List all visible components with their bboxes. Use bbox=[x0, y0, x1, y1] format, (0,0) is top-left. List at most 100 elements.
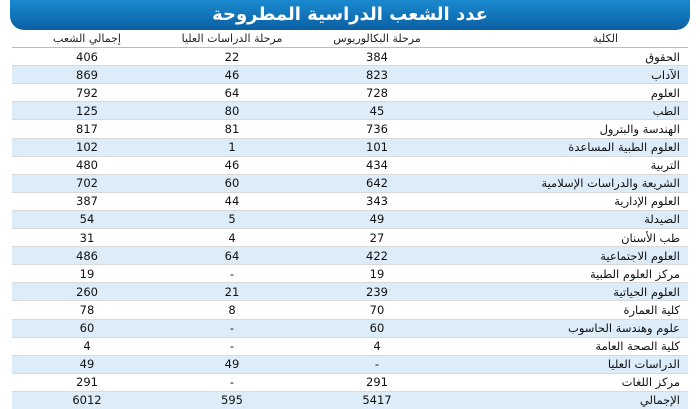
graduate-cell: 21 bbox=[162, 283, 302, 301]
total-cell: 31 bbox=[12, 229, 162, 247]
total-cell: 486 bbox=[12, 247, 162, 265]
total-cell: 6012 bbox=[12, 391, 162, 409]
graduate-cell: - bbox=[162, 319, 302, 337]
graduate-cell: - bbox=[162, 265, 302, 283]
graduate-cell: 44 bbox=[162, 192, 302, 210]
college-cell: العلوم الإدارية bbox=[452, 192, 688, 210]
bachelor-cell: 434 bbox=[302, 156, 452, 174]
total-cell: 869 bbox=[12, 66, 162, 84]
table-row: الدراسات العليا -49 49 bbox=[12, 355, 688, 373]
table-body: الحقوق 384 22 406 الآداب 823 46 869 العلوم 728 64 7… bbox=[12, 48, 688, 409]
bachelor-cell: 384 bbox=[302, 48, 452, 66]
bachelor-cell: 27 bbox=[302, 229, 452, 247]
header-row: الكلية مرحلة البكالوريوس مرحلة الدراسات … bbox=[12, 30, 688, 48]
total-cell: 54 bbox=[12, 210, 162, 228]
total-cell: 60 bbox=[12, 319, 162, 337]
total-cell: 480 bbox=[12, 156, 162, 174]
college-cell: كلية الصحة العامة bbox=[452, 337, 688, 355]
bachelor-cell: 422 bbox=[302, 247, 452, 265]
table-row: العلوم الحياتية 239 21 260 bbox=[12, 283, 688, 301]
college-cell: الصيدلة bbox=[452, 210, 688, 228]
college-cell: العلوم الحياتية bbox=[452, 283, 688, 301]
bachelor-cell: 823 bbox=[302, 66, 452, 84]
table-row: مركز العلوم الطبية 19-19 bbox=[12, 265, 688, 283]
college-cell: الطب bbox=[452, 102, 688, 120]
total-cell: 792 bbox=[12, 84, 162, 102]
total-cell: 78 bbox=[12, 301, 162, 319]
total-cell: 291 bbox=[12, 373, 162, 391]
bachelor-cell: 49 bbox=[302, 210, 452, 228]
table-row: كلية العمارة 70 8 78 bbox=[12, 301, 688, 319]
table-row: الطب 45 80 125 bbox=[12, 102, 688, 120]
total-cell: 49 bbox=[12, 355, 162, 373]
table-row: الهندسة والبترول 736 81 817 bbox=[12, 120, 688, 138]
bachelor-cell: 291 bbox=[302, 373, 452, 391]
graduate-cell: 81 bbox=[162, 120, 302, 138]
college-cell: كلية العمارة bbox=[452, 301, 688, 319]
total-cell: 406 bbox=[12, 48, 162, 66]
graduate-cell: 46 bbox=[162, 156, 302, 174]
total-cell: 19 bbox=[12, 265, 162, 283]
bachelor-cell: 5417 bbox=[302, 391, 452, 409]
table-row: العلوم 728 64 792 bbox=[12, 84, 688, 102]
college-cell: طب الأسنان bbox=[452, 229, 688, 247]
graduate-cell: 80 bbox=[162, 102, 302, 120]
header-total: إجمالي الشعب bbox=[12, 30, 162, 48]
graduate-cell: 8 bbox=[162, 301, 302, 319]
table-row: الآداب 823 46 869 bbox=[12, 66, 688, 84]
total-cell: 702 bbox=[12, 174, 162, 192]
bachelor-cell: 736 bbox=[302, 120, 452, 138]
bachelor-cell: 239 bbox=[302, 283, 452, 301]
header-graduate: مرحلة الدراسات العليا bbox=[162, 30, 302, 48]
total-cell: 102 bbox=[12, 138, 162, 156]
college-cell: مركز اللغات bbox=[452, 373, 688, 391]
graduate-cell: 64 bbox=[162, 247, 302, 265]
college-cell: العلوم الاجتماعية bbox=[452, 247, 688, 265]
header-college: الكلية bbox=[452, 30, 688, 48]
bachelor-cell: 642 bbox=[302, 174, 452, 192]
college-cell: الإجمالي bbox=[452, 391, 688, 409]
college-cell: مركز العلوم الطبية bbox=[452, 265, 688, 283]
total-cell: 387 bbox=[12, 192, 162, 210]
bachelor-cell: 70 bbox=[302, 301, 452, 319]
sections-table: الكلية مرحلة البكالوريوس مرحلة الدراسات … bbox=[12, 30, 688, 409]
bachelor-cell: 45 bbox=[302, 102, 452, 120]
table-row: مركز اللغات 291-291 bbox=[12, 373, 688, 391]
bachelor-cell: 728 bbox=[302, 84, 452, 102]
table-row: العلوم الإدارية 343 44 387 bbox=[12, 192, 688, 210]
table-row: الشريعة والدراسات الإسلامية 642 60 702 bbox=[12, 174, 688, 192]
college-cell: الدراسات العليا bbox=[452, 355, 688, 373]
college-cell: العلوم الطبية المساعدة bbox=[452, 138, 688, 156]
total-cell: 4 bbox=[12, 337, 162, 355]
table-row: العلوم الاجتماعية 422 64 486 bbox=[12, 247, 688, 265]
infographic: عدد الشعب الدراسية المطروحة الكلية مرحلة… bbox=[0, 0, 700, 400]
college-cell: العلوم bbox=[452, 84, 688, 102]
graduate-cell: 1 bbox=[162, 138, 302, 156]
table-row: التربية 434 46 480 bbox=[12, 156, 688, 174]
total-cell: 817 bbox=[12, 120, 162, 138]
college-cell: الشريعة والدراسات الإسلامية bbox=[452, 174, 688, 192]
table-title: عدد الشعب الدراسية المطروحة bbox=[10, 0, 690, 30]
graduate-cell: 60 bbox=[162, 174, 302, 192]
table-row: العلوم الطبية المساعدة 101 1 102 bbox=[12, 138, 688, 156]
bachelor-cell: - bbox=[302, 355, 452, 373]
graduate-cell: 4 bbox=[162, 229, 302, 247]
total-row: الإجمالي 5417 595 6012 bbox=[12, 391, 688, 409]
graduate-cell: 5 bbox=[162, 210, 302, 228]
total-cell: 260 bbox=[12, 283, 162, 301]
college-cell: الآداب bbox=[452, 66, 688, 84]
graduate-cell: 49 bbox=[162, 355, 302, 373]
total-cell: 125 bbox=[12, 102, 162, 120]
bachelor-cell: 343 bbox=[302, 192, 452, 210]
table-row: الصيدلة 49 5 54 bbox=[12, 210, 688, 228]
graduate-cell: 595 bbox=[162, 391, 302, 409]
graduate-cell: - bbox=[162, 337, 302, 355]
college-cell: الحقوق bbox=[452, 48, 688, 66]
college-cell: الهندسة والبترول bbox=[452, 120, 688, 138]
bachelor-cell: 19 bbox=[302, 265, 452, 283]
table-row: علوم وهندسة الحاسوب 60-60 bbox=[12, 319, 688, 337]
header-bachelor: مرحلة البكالوريوس bbox=[302, 30, 452, 48]
graduate-cell: - bbox=[162, 373, 302, 391]
table-row: الحقوق 384 22 406 bbox=[12, 48, 688, 66]
graduate-cell: 22 bbox=[162, 48, 302, 66]
